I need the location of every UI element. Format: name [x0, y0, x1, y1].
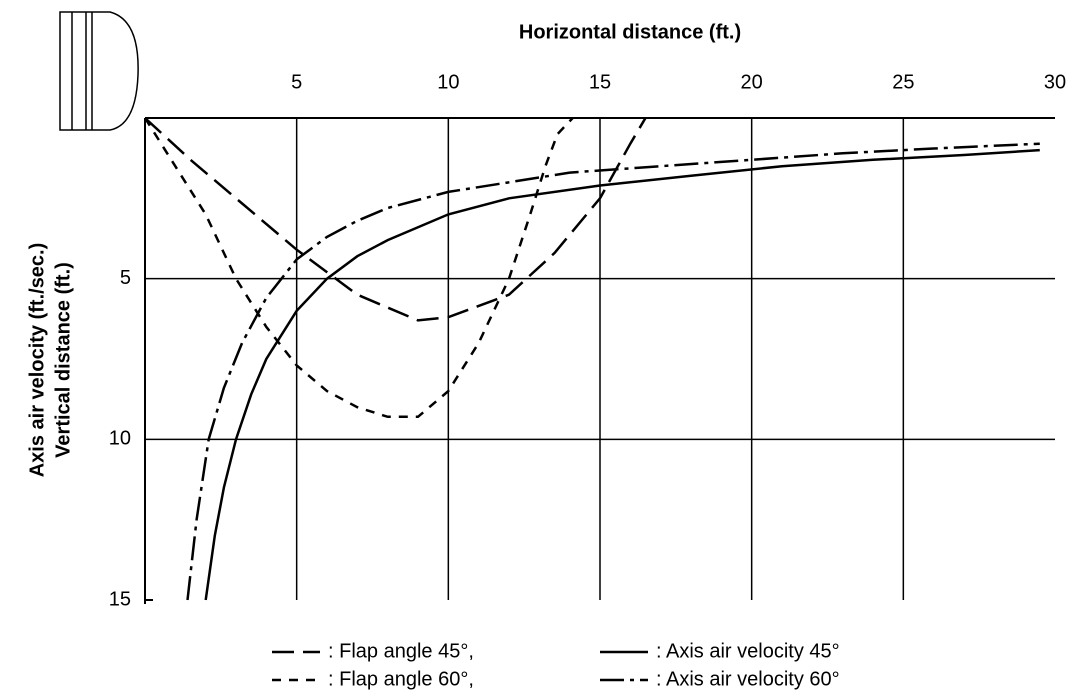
y-tick-label: 10: [109, 428, 131, 450]
x-tick-label: 25: [892, 71, 914, 93]
series-line: [143, 117, 574, 419]
legend-label: : Axis air velocity 45°: [656, 640, 840, 662]
y-tick-label: 15: [109, 588, 131, 610]
y-tick-label: 5: [120, 267, 131, 289]
legend-label: : Flap angle 45°,: [328, 640, 474, 662]
y-axis-title: Axis air velocity (ft./sec.): [26, 243, 48, 478]
unit-icon: [59, 11, 139, 131]
x-tick-label: 5: [291, 71, 302, 93]
legend-label: : Axis air velocity 60°: [656, 668, 840, 690]
legend-label: : Flap angle 60°,: [328, 668, 474, 690]
series-line: [204, 148, 1040, 601]
y-axis-title: Vertical distance (ft.): [52, 262, 74, 458]
x-tick-label: 15: [589, 71, 611, 93]
x-axis-title: Horizontal distance (ft.): [519, 21, 741, 43]
series-line: [186, 142, 1040, 601]
x-tick-label: 10: [437, 71, 459, 93]
series-line: [144, 117, 647, 322]
x-tick-label: 30: [1044, 71, 1066, 93]
x-tick-label: 20: [741, 71, 763, 93]
